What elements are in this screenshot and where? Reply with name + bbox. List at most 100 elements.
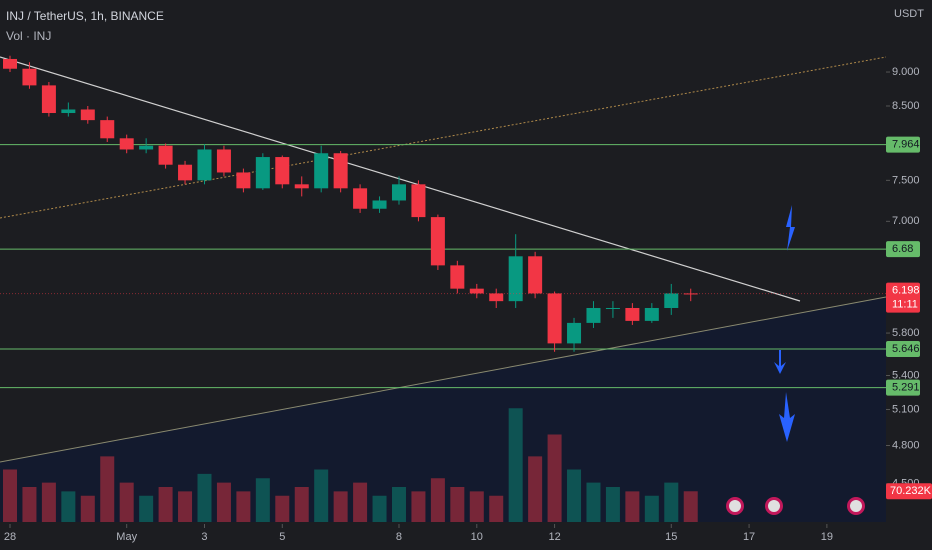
support-trendline — [0, 296, 887, 463]
volume-bar — [80, 495, 95, 522]
candle-body — [391, 184, 406, 201]
candle-body — [197, 149, 212, 181]
volume-bar — [41, 482, 56, 522]
candle-body — [547, 293, 562, 344]
candle-body — [275, 157, 290, 185]
candle-body — [22, 68, 37, 86]
candle-body — [489, 293, 504, 302]
up-arrow — [786, 205, 795, 251]
volume-title: Vol · INJ — [6, 29, 51, 43]
x-tick-label: 10 — [471, 531, 483, 543]
y-tick-label: 4.800 — [892, 439, 920, 451]
candle-body — [139, 145, 154, 150]
volume-bar — [294, 487, 309, 522]
volume-bar — [158, 487, 173, 522]
level-label: 7.964 — [892, 139, 920, 151]
volume-bar — [255, 478, 270, 522]
volume-bar — [683, 491, 698, 522]
event-icons — [726, 497, 865, 515]
candle-body — [100, 120, 115, 139]
x-tick-label: 5 — [279, 531, 285, 543]
volume-bar — [489, 495, 504, 522]
candle-body — [216, 149, 231, 173]
candle-body — [430, 217, 445, 266]
candle-body — [158, 145, 173, 165]
x-tick-label: 15 — [665, 531, 677, 543]
y-tick-label: 5.100 — [892, 403, 920, 415]
volume-tag — [886, 483, 932, 500]
candle-body — [2, 58, 17, 69]
candle-body — [294, 184, 309, 189]
event-icon-inner — [768, 500, 780, 512]
candle-body — [664, 293, 679, 308]
volume-bar — [216, 482, 231, 522]
candle-body — [372, 200, 387, 209]
volume-bar — [333, 491, 348, 522]
volume-bar — [567, 469, 582, 522]
time-axis — [0, 524, 886, 550]
volume-bar — [411, 491, 426, 522]
candle-body — [450, 265, 465, 289]
candle-body — [508, 256, 523, 302]
volume-bar — [508, 408, 523, 522]
candle-body — [586, 307, 601, 323]
volume-bar — [528, 456, 543, 522]
volume-bar — [625, 491, 640, 522]
volume-tag-label: 70.232K — [890, 485, 932, 497]
last-price-label: 6.198 — [892, 285, 920, 297]
candle-body — [314, 153, 329, 189]
level-label: 5.291 — [892, 382, 920, 394]
y-tick-label: 7.000 — [892, 215, 920, 227]
level-tag — [886, 379, 920, 396]
x-tick-label: 8 — [396, 531, 402, 543]
volume-bar — [119, 482, 134, 522]
x-tick-label: 19 — [821, 531, 833, 543]
candle-body — [80, 109, 95, 121]
level-label: 5.646 — [892, 343, 920, 355]
volume-bar — [664, 482, 679, 522]
x-tick-label: 3 — [201, 531, 207, 543]
volume-bar — [139, 495, 154, 522]
candle-body — [567, 322, 582, 344]
candle-body — [255, 157, 270, 189]
y-tick-label: 5.800 — [892, 327, 920, 339]
volume-bar — [391, 487, 406, 522]
volume-bar — [450, 487, 465, 522]
candle-body — [469, 288, 484, 294]
volume-bar — [586, 482, 601, 522]
volume-bar — [430, 478, 445, 522]
candle-body — [605, 307, 620, 309]
volume-bar — [547, 434, 562, 522]
candle-body — [41, 85, 56, 114]
x-tick-label: 12 — [548, 531, 560, 543]
x-tick-label: 28 — [4, 531, 16, 543]
candle-body — [236, 172, 251, 189]
volume-bar — [353, 482, 368, 522]
event-icon-inner — [729, 500, 741, 512]
candle-body — [411, 184, 426, 218]
candle-body — [528, 256, 543, 294]
axis-unit: USDT — [894, 8, 924, 20]
volume-bar — [100, 456, 115, 522]
volume-bar — [178, 491, 193, 522]
volume-bar — [22, 487, 37, 522]
y-tick-label: 5.400 — [892, 369, 920, 381]
level-tag — [886, 136, 920, 153]
volume-bar — [275, 495, 290, 522]
chart-title: INJ / TetherUS, 1h, BINANCE — [6, 9, 164, 23]
down-arrow — [774, 350, 786, 374]
candle-body — [119, 138, 134, 150]
candle-body — [61, 109, 76, 114]
lower-zone — [0, 297, 886, 522]
level-tag — [886, 341, 920, 358]
volume-bar — [314, 469, 329, 522]
price-axis — [886, 0, 932, 550]
volume-bar — [236, 491, 251, 522]
volume-bar — [469, 491, 484, 522]
level-tag — [886, 241, 920, 258]
volume-bar — [605, 487, 620, 522]
countdown: 11:11 — [892, 299, 918, 311]
event-icon-inner — [850, 500, 862, 512]
candle-body — [644, 307, 659, 321]
candle-body — [178, 164, 193, 181]
